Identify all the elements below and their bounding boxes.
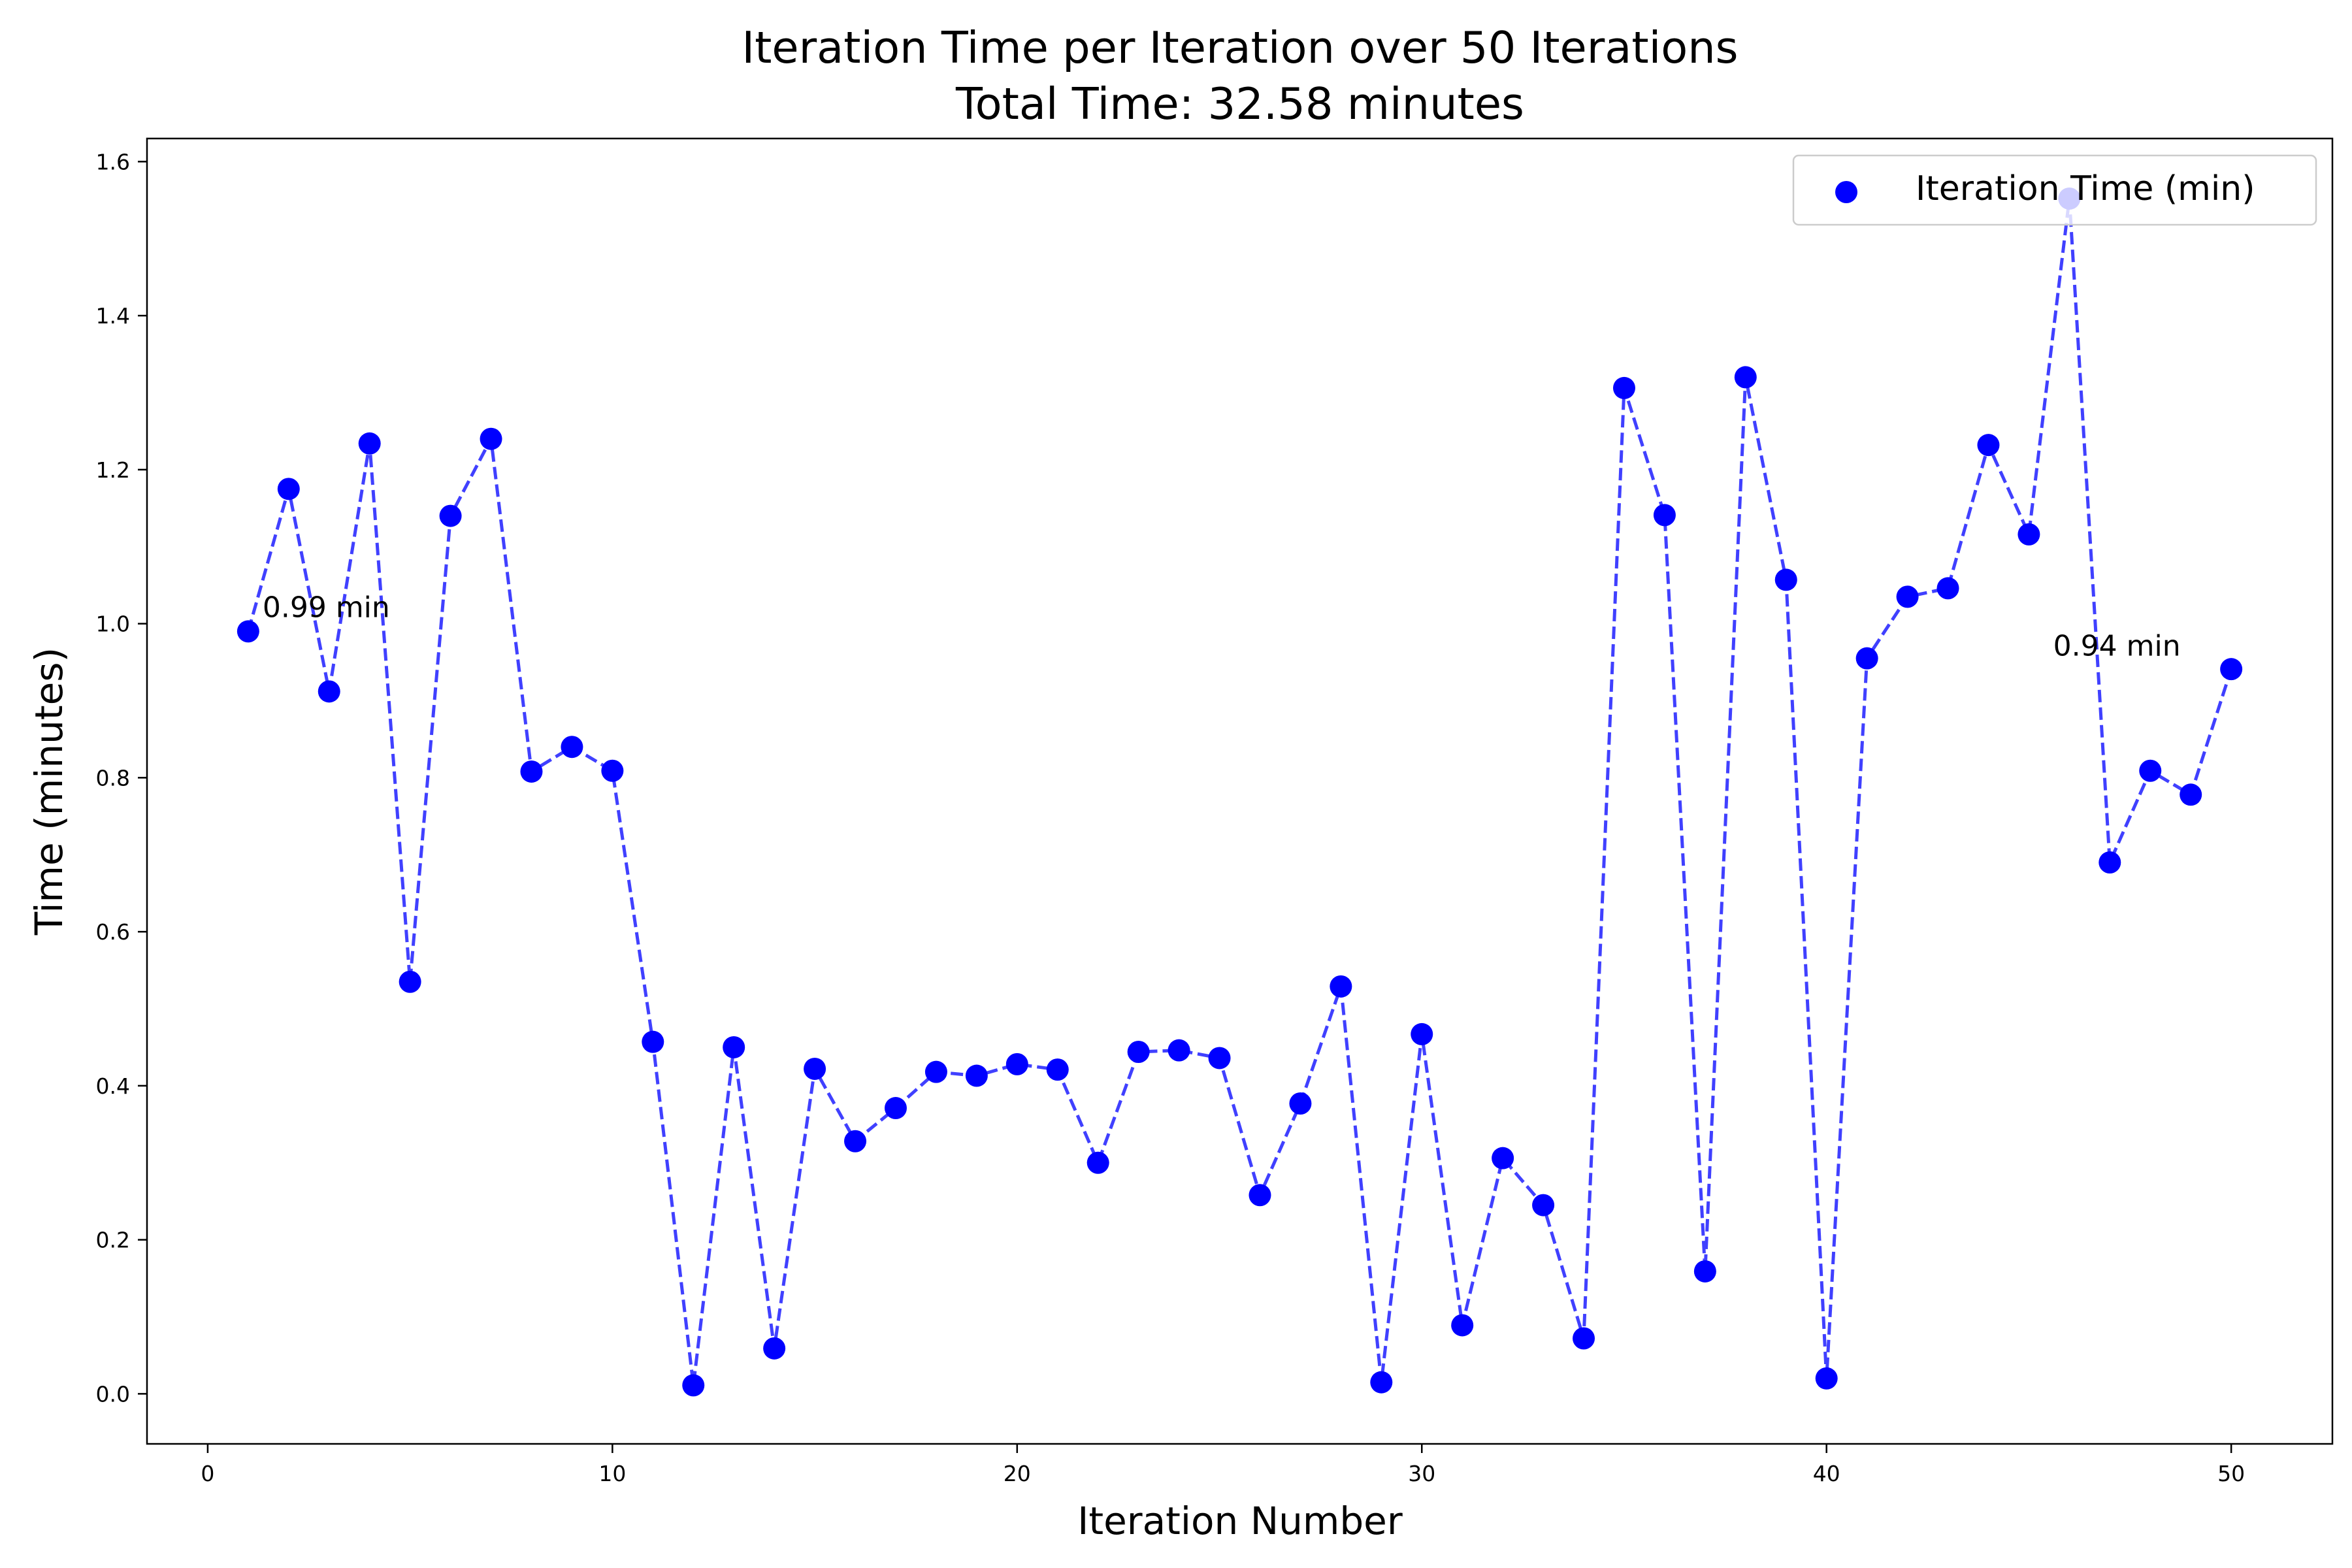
data-point	[1127, 1041, 1150, 1064]
data-point	[1208, 1047, 1231, 1070]
data-point	[1168, 1039, 1190, 1062]
data-point	[1734, 366, 1757, 389]
y-tick-label: 0.8	[96, 765, 130, 791]
data-point	[2017, 523, 2040, 546]
annotation-label: 0.99 min	[263, 591, 390, 624]
y-tick-label: 0.4	[96, 1073, 130, 1099]
plot-frame	[146, 137, 2334, 1445]
chart-subtitle: Total Time: 32.58 minutes	[955, 78, 1524, 129]
data-point	[2099, 851, 2121, 874]
data-point	[1046, 1058, 1069, 1081]
data-point	[1896, 585, 1919, 608]
data-point	[642, 1030, 664, 1053]
data-point	[1330, 975, 1352, 998]
data-point	[1492, 1147, 1514, 1169]
data-point	[399, 970, 421, 993]
data-point	[1411, 1022, 1433, 1045]
y-tick-label: 0.0	[96, 1381, 130, 1407]
data-point	[884, 1097, 907, 1120]
data-point	[1653, 504, 1676, 527]
x-tick-label: 40	[1813, 1461, 1840, 1486]
data-point	[358, 432, 381, 455]
data-point	[1693, 1260, 1716, 1282]
series-layer	[237, 187, 2243, 1397]
y-tick-label: 1.4	[96, 303, 130, 329]
y-tick-label: 0.6	[96, 919, 130, 945]
axis-ticks: 0 10 20 30 40 50 0.0 0.2 0.4 0.6 0.8 1.0 1.2 1.4 1.6	[96, 149, 2246, 1486]
legend-label: Iteration Time (min)	[1916, 169, 2255, 208]
data-point	[1249, 1184, 1271, 1207]
x-tick-label: 10	[598, 1461, 626, 1486]
y-tick-label: 0.2	[96, 1228, 130, 1253]
data-point	[2180, 783, 2202, 806]
data-point	[318, 680, 340, 703]
data-point	[601, 759, 624, 782]
data-point	[1370, 1371, 1393, 1394]
data-point	[1005, 1053, 1028, 1075]
data-point	[1532, 1194, 1555, 1217]
y-tick-label: 1.6	[96, 149, 130, 174]
data-point	[965, 1064, 988, 1087]
data-point	[561, 736, 583, 759]
x-axis-label: Iteration Number	[1077, 1499, 1403, 1543]
data-point	[1855, 647, 1878, 670]
data-point	[480, 427, 502, 450]
data-point	[1977, 434, 2000, 457]
data-point	[439, 504, 462, 527]
y-tick-label: 1.2	[96, 457, 130, 483]
data-point	[1612, 376, 1635, 399]
x-tick-label: 20	[1004, 1461, 1031, 1486]
data-point	[1451, 1314, 1474, 1337]
data-point	[2139, 759, 2162, 782]
data-point	[844, 1130, 867, 1152]
data-point	[277, 478, 300, 500]
y-axis-label: Time (minutes)	[27, 647, 71, 936]
data-point	[1573, 1327, 1595, 1350]
data-point	[682, 1374, 705, 1397]
data-point	[804, 1057, 826, 1080]
data-point	[924, 1060, 947, 1083]
data-point	[237, 620, 259, 643]
data-point	[520, 760, 543, 783]
data-point	[1815, 1367, 1838, 1390]
x-tick-label: 0	[201, 1461, 214, 1486]
annotation-label: 0.94 min	[2053, 629, 2181, 662]
chart-title: Iteration Time per Iteration over 50 Ite…	[742, 22, 1738, 73]
data-point	[1774, 568, 1797, 591]
x-tick-label: 50	[2217, 1461, 2245, 1486]
data-point	[1086, 1151, 1109, 1174]
data-point	[2220, 658, 2243, 681]
data-point	[1289, 1092, 1312, 1115]
data-point	[763, 1337, 786, 1360]
annotations-layer: 0.99 min 0.94 min	[263, 591, 2181, 662]
y-tick-label: 1.0	[96, 612, 130, 637]
legend: Iteration Time (min)	[1792, 154, 2317, 226]
data-point	[723, 1036, 745, 1058]
legend-marker	[1835, 181, 1857, 203]
legend-box	[1792, 154, 2317, 226]
x-tick-label: 30	[1408, 1461, 1435, 1486]
data-point	[1936, 577, 1959, 600]
